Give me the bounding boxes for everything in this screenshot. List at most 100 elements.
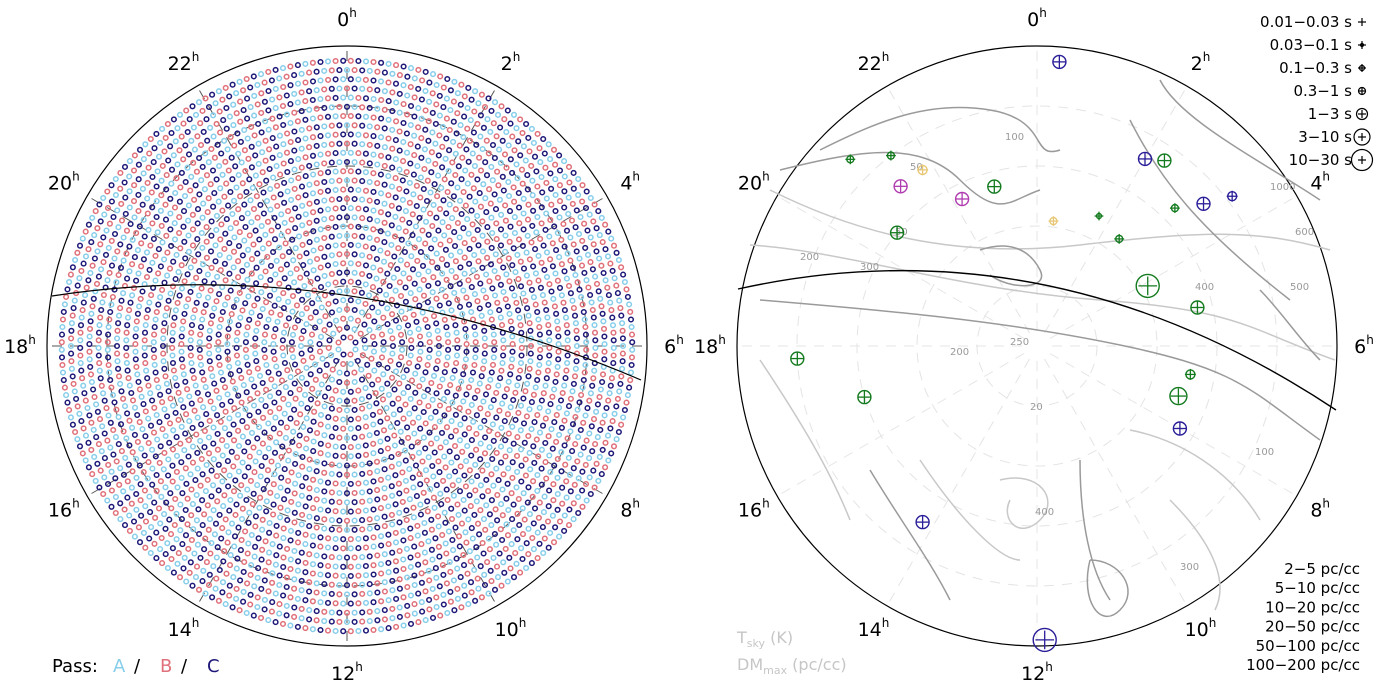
scan-point	[328, 159, 335, 166]
scan-point	[176, 147, 183, 154]
scan-point	[272, 619, 279, 626]
scan-point	[558, 468, 565, 475]
scan-point	[370, 562, 377, 569]
scan-point	[257, 614, 265, 621]
scan-point	[450, 98, 457, 105]
scan-point	[578, 262, 586, 269]
scan-point	[163, 499, 170, 506]
scan-point	[535, 369, 542, 376]
left-grid-spoke	[196, 358, 340, 607]
scan-point	[374, 142, 381, 149]
scan-point	[325, 414, 332, 421]
scan-point	[181, 192, 189, 200]
scan-point	[409, 232, 416, 239]
scan-point	[518, 352, 525, 359]
scan-point	[609, 314, 616, 321]
scan-point	[254, 214, 261, 221]
scan-point	[437, 73, 444, 80]
scan-point	[463, 146, 470, 153]
contour-label: 400	[1035, 507, 1054, 518]
scan-point	[583, 339, 590, 346]
scan-point	[279, 443, 286, 450]
scan-point	[252, 350, 259, 357]
scan-point	[426, 339, 433, 346]
scan-point	[415, 236, 423, 243]
scan-point	[449, 536, 456, 544]
scan-point	[58, 339, 65, 346]
scan-point	[74, 436, 81, 443]
scan-point	[329, 396, 336, 403]
scan-point	[317, 284, 325, 291]
scan-point	[619, 320, 626, 327]
scan-point	[374, 496, 381, 503]
scan-point	[245, 519, 252, 526]
scan-point	[212, 242, 219, 249]
detection-circle	[1135, 273, 1160, 299]
scan-point	[199, 578, 206, 585]
scan-point	[204, 294, 212, 301]
scan-point	[270, 481, 277, 488]
scan-point	[177, 245, 184, 252]
scan-point	[420, 292, 428, 299]
scan-point	[385, 79, 392, 86]
scan-point	[136, 462, 143, 469]
scan-point	[336, 269, 343, 276]
scan-point	[433, 320, 440, 327]
scan-point	[332, 424, 339, 432]
scan-point	[490, 554, 497, 561]
scan-point	[303, 415, 310, 422]
scan-point	[79, 307, 86, 314]
scan-point	[601, 412, 608, 419]
scan-point	[193, 517, 200, 524]
scan-point	[385, 503, 392, 510]
scan-point	[256, 424, 263, 431]
scan-point	[391, 442, 398, 449]
scan-point	[159, 560, 166, 567]
scan-point	[306, 181, 313, 188]
scan-point	[317, 151, 324, 158]
scan-point	[185, 202, 192, 209]
scan-point	[150, 429, 158, 436]
scan-point	[343, 103, 351, 110]
scan-point	[210, 563, 217, 570]
scan-point	[328, 498, 335, 505]
scan-point	[460, 287, 467, 294]
scan-point	[132, 348, 139, 355]
contour-label: 250	[1010, 337, 1029, 348]
scan-point	[419, 227, 426, 234]
scan-point	[538, 259, 545, 266]
scan-point	[149, 465, 156, 472]
scan-point	[142, 408, 149, 415]
scan-point	[359, 196, 366, 203]
scan-point	[358, 376, 366, 383]
scan-point	[378, 385, 385, 392]
scan-point	[490, 354, 497, 361]
scan-point	[355, 76, 362, 83]
scan-point	[321, 590, 328, 597]
scan-point	[387, 357, 394, 364]
scan-point	[199, 369, 206, 376]
scan-point	[117, 516, 124, 523]
scan-point	[281, 359, 288, 367]
left-hour-6: 6h	[664, 333, 684, 358]
scan-point	[427, 486, 434, 493]
scan-point	[231, 142, 238, 149]
scan-point	[321, 432, 328, 439]
scan-point	[294, 623, 301, 630]
scan-point	[245, 540, 252, 547]
scan-point	[518, 329, 525, 336]
scan-point	[176, 229, 183, 237]
scan-point	[246, 316, 253, 323]
scan-point	[188, 173, 195, 180]
scan-point	[564, 250, 571, 257]
scan-point	[211, 305, 218, 312]
scan-point	[82, 292, 89, 299]
width-legend-label: 10−30 s	[1289, 151, 1353, 169]
scan-point	[528, 162, 535, 169]
scan-point	[328, 85, 335, 92]
scan-point	[485, 150, 492, 157]
scan-point	[428, 440, 435, 447]
scan-point	[509, 516, 516, 523]
scan-point	[615, 256, 622, 264]
scan-point	[201, 427, 208, 435]
